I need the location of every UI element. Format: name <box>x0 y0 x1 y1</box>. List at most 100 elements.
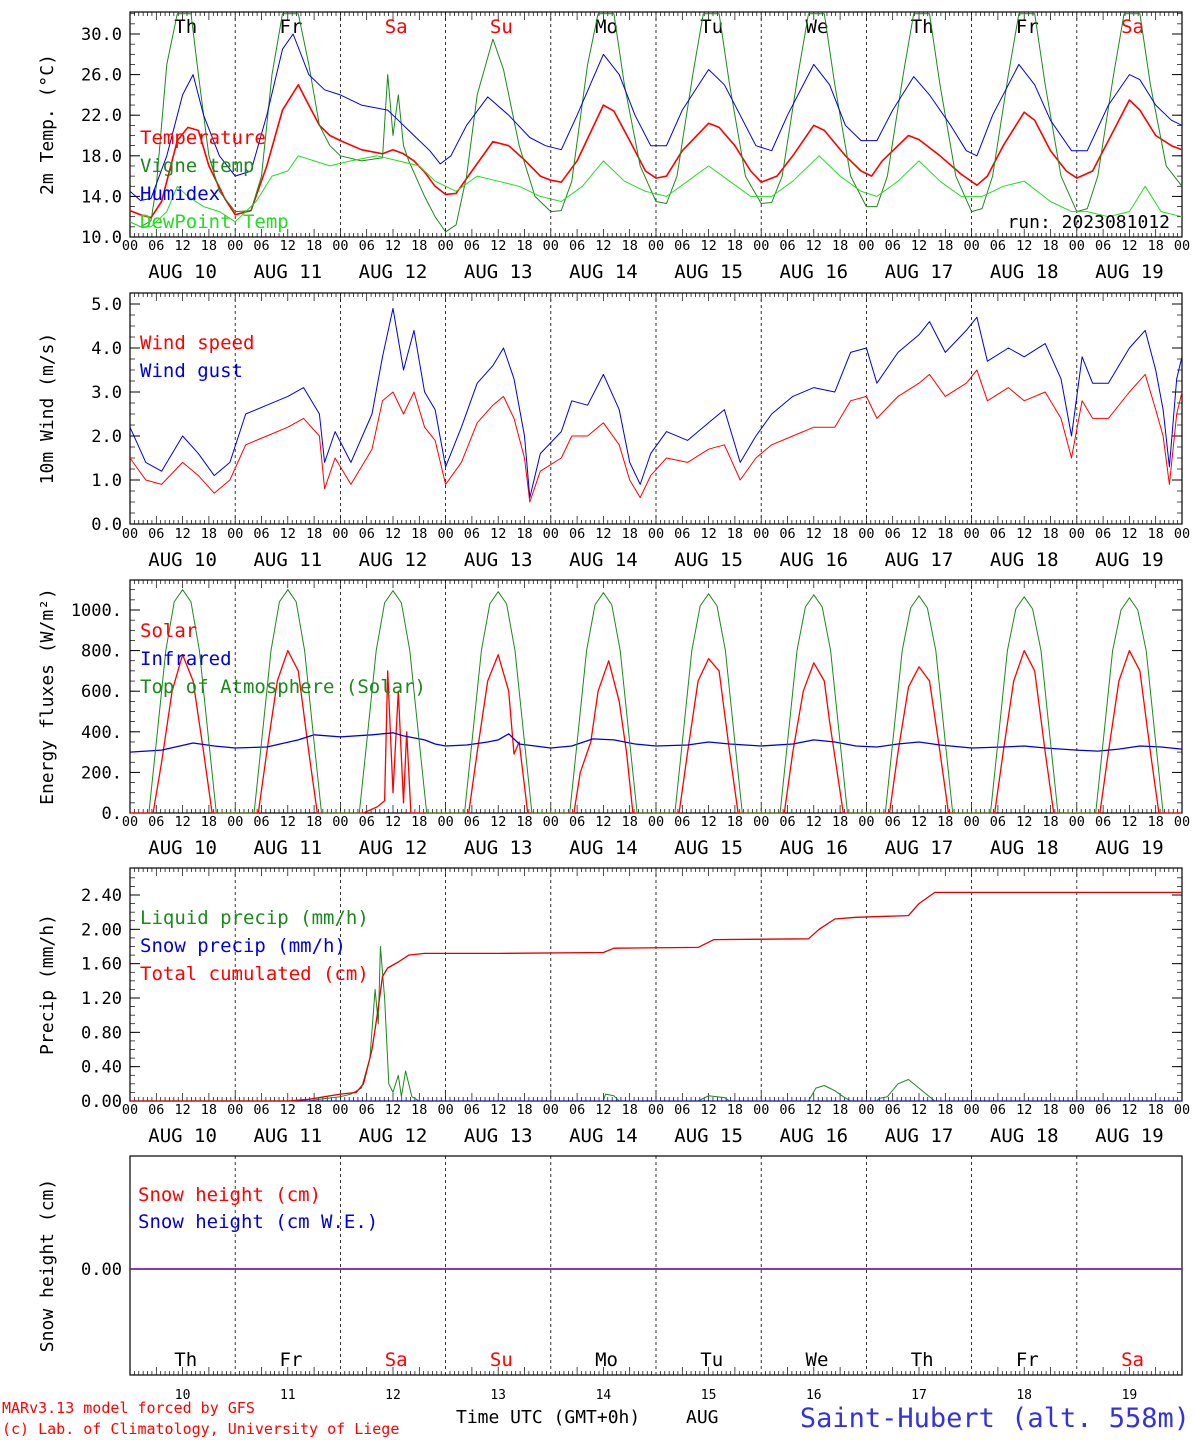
date-label: AUG 14 <box>569 1125 638 1147</box>
hour-tick-label: 12 <box>1121 814 1137 830</box>
hour-tick-label: 12 <box>174 814 190 830</box>
hour-tick-label: 18 <box>622 238 638 254</box>
hour-tick-label: 00 <box>543 238 559 254</box>
hour-tick-label: 00 <box>1174 526 1190 542</box>
hour-tick-label: 06 <box>359 238 375 254</box>
series-top-of-atmosphere-solar <box>148 589 1164 814</box>
y-tick-label: 18.0 <box>81 147 122 167</box>
date-label: AUG 11 <box>253 549 322 571</box>
series-wind-gust <box>129 307 1183 499</box>
hour-tick-label: 18 <box>1042 238 1058 254</box>
weekday-label: Tu <box>700 16 723 38</box>
date-label: AUG 16 <box>779 549 848 571</box>
hour-tick-label: 00 <box>858 526 874 542</box>
hour-tick-label: 00 <box>1174 238 1190 254</box>
hour-tick-label: 12 <box>1121 1102 1137 1118</box>
hour-tick-label: 18 <box>516 1102 532 1118</box>
hour-tick-label: 12 <box>490 1102 506 1118</box>
date-label: AUG 12 <box>359 1125 428 1147</box>
date-label: AUG 10 <box>148 837 217 859</box>
hour-tick-label: 00 <box>1069 238 1085 254</box>
hour-tick-label: 18 <box>516 238 532 254</box>
hour-tick-label: 00 <box>963 1102 979 1118</box>
hour-tick-label: 18 <box>201 526 217 542</box>
hour-tick-label: 00 <box>122 1102 138 1118</box>
hour-tick-label: 00 <box>332 526 348 542</box>
hour-tick-label: 12 <box>385 1102 401 1118</box>
date-label: AUG 12 <box>359 837 428 859</box>
hour-tick-label: 06 <box>779 814 795 830</box>
hour-tick-label: 06 <box>359 526 375 542</box>
date-label: AUG 13 <box>464 1125 533 1147</box>
hour-tick-label: 06 <box>990 814 1006 830</box>
date-label: AUG 19 <box>1095 261 1164 283</box>
series-solar <box>130 649 1182 814</box>
hour-tick-label: 00 <box>437 1102 453 1118</box>
wind-panel: 0.0 1.0 2.0 3.0 4.0 5.0 10m Wind (m/s) 00 06 12 18… <box>37 292 1190 571</box>
hour-tick-label: 18 <box>727 526 743 542</box>
day-number-label: 10 <box>175 1388 191 1403</box>
hour-tick-label: 18 <box>832 814 848 830</box>
hour-tick-label: 18 <box>1042 526 1058 542</box>
y-axis-label: Precip (mm/h) <box>37 914 58 1055</box>
hour-tick-label: 00 <box>1174 814 1190 830</box>
series-vigne-temp <box>129 13 1183 233</box>
date-label: AUG 14 <box>569 261 638 283</box>
date-label: AUG 18 <box>990 261 1059 283</box>
day-number-label: 14 <box>596 1388 612 1403</box>
legend-entry: Solar <box>140 620 197 642</box>
lab-credit: (c) Lab. of Climatology, University of L… <box>2 1420 399 1438</box>
weekday-label: Tu <box>700 1349 723 1371</box>
weekday-label: Fr <box>1016 16 1039 38</box>
footer: MARv3.13 model forced by GFS (c) Lab. of… <box>2 1399 1190 1438</box>
hour-tick-label: 18 <box>516 814 532 830</box>
weekday-label: Th <box>911 1349 934 1371</box>
date-label: AUG 14 <box>569 837 638 859</box>
hour-tick-label: 18 <box>306 814 322 830</box>
weekday-label: Su <box>490 1349 513 1371</box>
hour-tick-label: 12 <box>385 814 401 830</box>
legend-entry: Humidex <box>140 183 220 205</box>
hour-tick-label: 06 <box>253 238 269 254</box>
hour-tick-label: 18 <box>622 526 638 542</box>
hour-tick-label: 06 <box>779 526 795 542</box>
weekday-label: Mo <box>595 1349 618 1371</box>
y-tick-label: 800. <box>81 642 122 662</box>
hour-tick-label: 00 <box>963 814 979 830</box>
day-number-label: 19 <box>1122 1388 1138 1403</box>
legend-entry: Snow height (cm W.E.) <box>138 1211 378 1233</box>
hour-tick-label: 12 <box>595 814 611 830</box>
hour-tick-label: 00 <box>963 238 979 254</box>
hour-tick-label: 06 <box>990 1102 1006 1118</box>
hour-tick-label: 00 <box>858 814 874 830</box>
hour-tick-label: 12 <box>490 238 506 254</box>
date-label: AUG 15 <box>674 837 743 859</box>
weekday-label: Su <box>490 16 513 38</box>
plot-frame <box>129 11 1183 238</box>
legend-entry: Total cumulated (cm) <box>140 963 369 985</box>
y-axis-label: Snow height (cm) <box>37 1179 58 1352</box>
legend-entry: DewPoint Temp <box>140 211 289 233</box>
hour-tick-label: 18 <box>201 814 217 830</box>
y-tick-label: 1.60 <box>81 955 122 975</box>
date-label: AUG 13 <box>464 549 533 571</box>
hour-tick-label: 00 <box>858 1102 874 1118</box>
series-infrared <box>129 732 1183 753</box>
hour-tick-label: 06 <box>990 526 1006 542</box>
date-label: AUG 17 <box>885 261 954 283</box>
hour-tick-label: 06 <box>569 814 585 830</box>
hour-tick-label: 00 <box>1174 1102 1190 1118</box>
hour-tick-label: 00 <box>437 814 453 830</box>
weekday-label: We <box>806 1349 829 1371</box>
hour-tick-label: 00 <box>227 814 243 830</box>
hour-tick-label: 12 <box>490 814 506 830</box>
y-tick-label: 26.0 <box>81 66 122 86</box>
hour-tick-label: 06 <box>359 814 375 830</box>
hour-tick-label: 06 <box>1095 526 1111 542</box>
hour-tick-label: 12 <box>595 238 611 254</box>
y-axis-label: Energy fluxes (W/m²) <box>37 588 58 805</box>
hour-tick-label: 12 <box>1016 526 1032 542</box>
y-tick-label: 1.20 <box>81 989 122 1009</box>
hour-tick-label: 12 <box>280 526 296 542</box>
legend-entry: Snow precip (mm/h) <box>140 935 346 957</box>
